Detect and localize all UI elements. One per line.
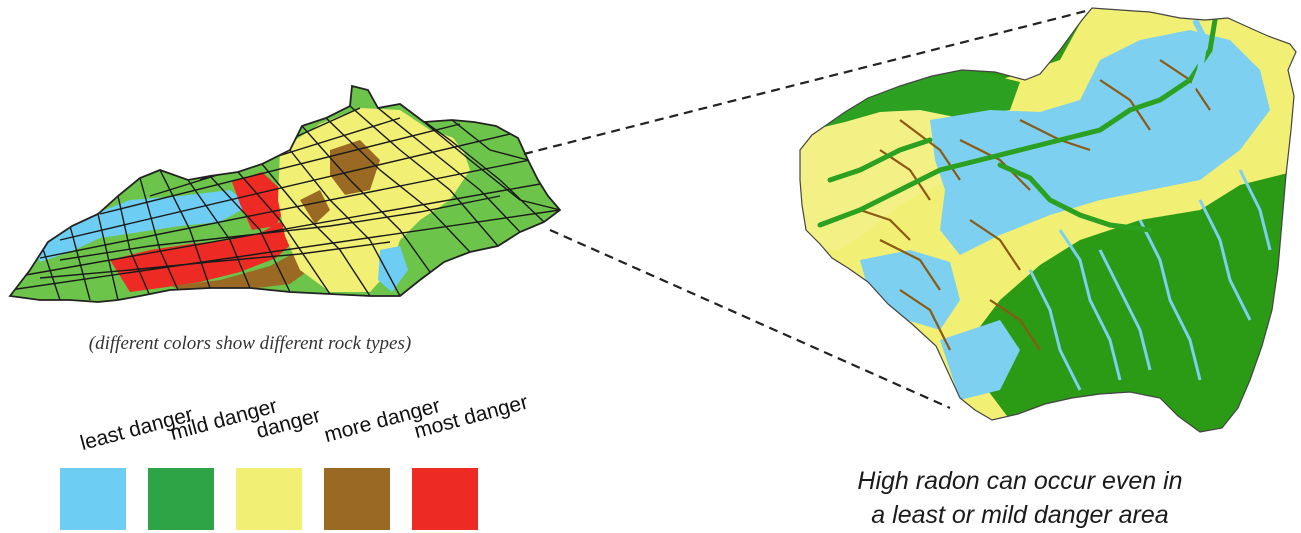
connector-line-top xyxy=(523,8,1091,156)
light-blue-southwest xyxy=(940,320,1020,400)
legend-swatch-more-danger xyxy=(324,468,390,530)
light-blue-south xyxy=(860,250,960,330)
light-blue-drainage xyxy=(1028,169,1272,391)
red-zone xyxy=(110,222,300,292)
county-detail-map xyxy=(799,7,1297,433)
county-outline xyxy=(799,7,1297,433)
yellow-plain xyxy=(800,90,960,250)
rock-types-caption: (different colors show different rock ty… xyxy=(88,333,412,354)
connector-line-bottom xyxy=(549,228,951,410)
legend-swatch-least-danger xyxy=(60,468,126,530)
kentucky-outline xyxy=(8,84,562,303)
kentucky-map xyxy=(8,84,562,303)
legend-swatch-danger xyxy=(236,468,302,530)
legend-swatch-most-danger xyxy=(412,468,478,530)
radon-caption-line-1: High radon can occur even in xyxy=(857,467,1183,495)
river-channel xyxy=(1187,18,1209,97)
green-river-valleys xyxy=(817,17,1218,233)
radon-caption-line-2: a least or mild danger area xyxy=(871,501,1169,529)
legend-swatch-mild-danger xyxy=(148,468,214,530)
radon-caption: High radon can occur even in a least or … xyxy=(790,464,1250,532)
brown-zone-west xyxy=(300,190,330,224)
county-boundaries xyxy=(10,103,560,301)
light-blue-east xyxy=(378,246,408,292)
